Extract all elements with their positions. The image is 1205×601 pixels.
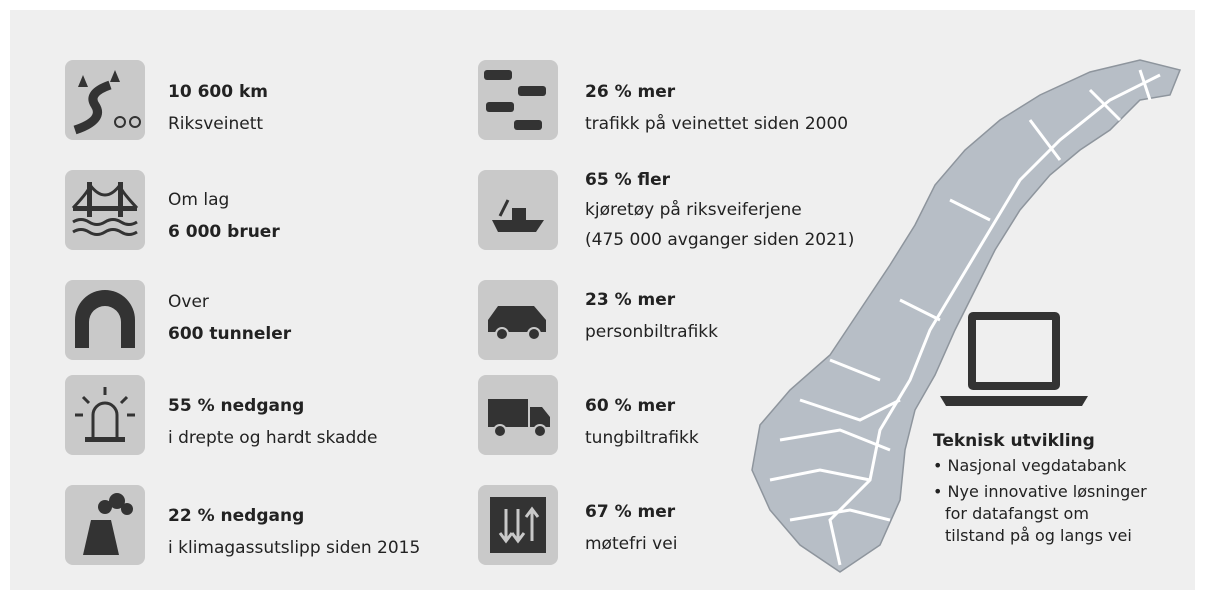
text: 10 600 km [168,82,268,102]
text: i drepte og hardt skadde [168,428,378,448]
text: 22 % nedgang [168,506,305,526]
emission-icon [65,485,145,565]
text: kjøretøy på riksveiferjene [585,200,802,220]
panel [10,10,1195,590]
text: Riksveinett [168,114,264,134]
text: tungbiltrafikk [585,428,699,448]
bullet: • Nye innovative løsninger [933,482,1147,501]
stat: 55 % nedgang i drepte og hardt skadde [168,390,378,454]
text: Over [168,292,209,312]
road-icon [65,60,145,140]
text: 60 % mer [585,396,676,416]
stat: 26 % mer trafikk på veinettet siden 2000 [585,76,848,140]
text: i klimagassutslipp siden 2015 [168,538,421,558]
lane-icon [478,485,558,565]
bullet: • Nasjonal vegdatabank [933,456,1127,475]
tech-title: Teknisk utvikling [933,431,1095,451]
text: 55 % nedgang [168,396,305,416]
text: trafikk på veinettet siden 2000 [585,114,849,134]
alarm-icon [65,375,145,455]
car-icon [478,280,558,360]
ferry-icon [478,170,558,250]
text: personbiltrafikk [585,322,718,342]
tech-box: Teknisk utvikling • Nasjonal vegdatabank… [933,427,1147,547]
text: 6 000 bruer [168,222,280,242]
laptop-icon [940,312,1088,406]
stat: 65 % fler kjøretøy på riksveiferjene (475 … [585,165,854,255]
bullet: for datafangst om [945,504,1089,523]
stat: 22 % nedgang i klimagassutslipp siden 201… [168,500,420,564]
text: 65 % fler [585,170,671,190]
text: (475 000 avganger siden 2021) [585,230,855,250]
stat: 60 % mer tungbiltrafikk [585,390,699,454]
stat: 10 600 km Riksveinett [168,76,268,140]
stat: Om lag 6 000 bruer [168,184,280,248]
traffic-icon [478,60,558,140]
stat: Over 600 tunneler [168,286,291,350]
bullet: tilstand på og langs vei [945,526,1132,545]
text: møtefri vei [585,534,678,554]
roads [769,69,1161,566]
norway-shape [751,59,1182,573]
text: 67 % mer [585,502,676,522]
truck-icon [478,375,558,455]
text: 26 % mer [585,82,676,102]
bridge-icon [65,170,145,250]
text: Om lag [168,190,230,210]
text: 600 tunneler [168,324,292,344]
stat: 23 % mer personbiltrafikk [585,284,718,348]
tunnel-icon [65,280,145,360]
stat: 67 % mer møtefri vei [585,496,677,560]
text: 23 % mer [585,290,676,310]
